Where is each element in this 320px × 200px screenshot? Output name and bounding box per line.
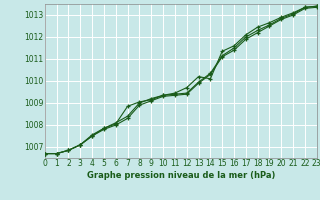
X-axis label: Graphe pression niveau de la mer (hPa): Graphe pression niveau de la mer (hPa) [87, 171, 275, 180]
